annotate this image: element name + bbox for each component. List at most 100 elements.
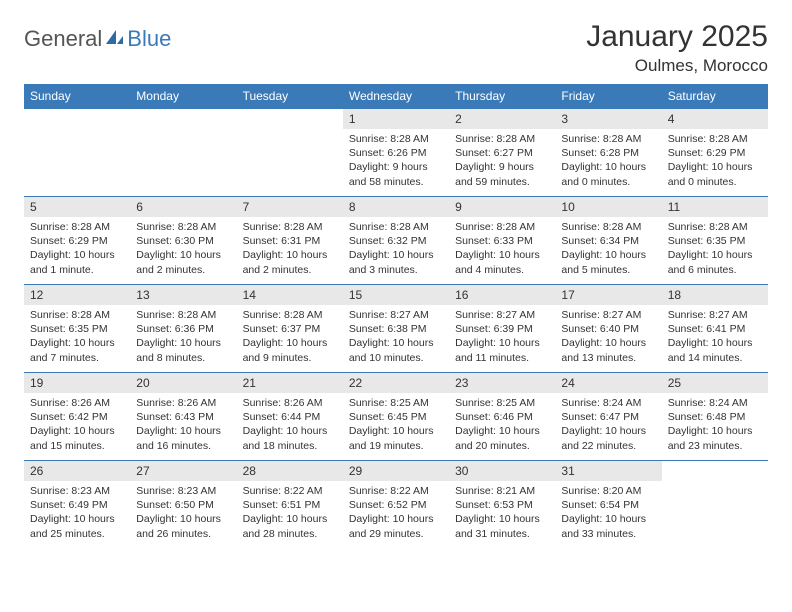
day-body: Sunrise: 8:27 AMSunset: 6:38 PMDaylight:…: [343, 305, 449, 371]
sunrise-text: Sunrise: 8:21 AM: [455, 484, 549, 498]
sunset-text: Sunset: 6:49 PM: [30, 498, 124, 512]
sunset-text: Sunset: 6:29 PM: [668, 146, 762, 160]
day-number: 22: [343, 373, 449, 393]
day-body: Sunrise: 8:28 AMSunset: 6:34 PMDaylight:…: [555, 217, 661, 283]
day-cell: 11Sunrise: 8:28 AMSunset: 6:35 PMDayligh…: [662, 197, 768, 285]
daylight-text: Daylight: 10 hours and 5 minutes.: [561, 248, 655, 276]
sunset-text: Sunset: 6:32 PM: [349, 234, 443, 248]
day-header-row: SundayMondayTuesdayWednesdayThursdayFrid…: [24, 84, 768, 109]
day-body: Sunrise: 8:28 AMSunset: 6:29 PMDaylight:…: [662, 129, 768, 195]
day-number: 23: [449, 373, 555, 393]
sunset-text: Sunset: 6:30 PM: [136, 234, 230, 248]
sunset-text: Sunset: 6:47 PM: [561, 410, 655, 424]
sunrise-text: Sunrise: 8:25 AM: [455, 396, 549, 410]
day-body: Sunrise: 8:28 AMSunset: 6:31 PMDaylight:…: [237, 217, 343, 283]
daylight-text: Daylight: 10 hours and 28 minutes.: [243, 512, 337, 540]
sunrise-text: Sunrise: 8:28 AM: [136, 308, 230, 322]
sunrise-text: Sunrise: 8:23 AM: [30, 484, 124, 498]
day-body: Sunrise: 8:28 AMSunset: 6:28 PMDaylight:…: [555, 129, 661, 195]
day-header: Friday: [555, 84, 661, 109]
day-cell: 13Sunrise: 8:28 AMSunset: 6:36 PMDayligh…: [130, 285, 236, 373]
sunrise-text: Sunrise: 8:28 AM: [243, 220, 337, 234]
daylight-text: Daylight: 10 hours and 10 minutes.: [349, 336, 443, 364]
sunset-text: Sunset: 6:37 PM: [243, 322, 337, 336]
day-number: 29: [343, 461, 449, 481]
sunrise-text: Sunrise: 8:28 AM: [349, 132, 443, 146]
location: Oulmes, Morocco: [586, 56, 768, 76]
sunset-text: Sunset: 6:38 PM: [349, 322, 443, 336]
sunset-text: Sunset: 6:43 PM: [136, 410, 230, 424]
day-number: 14: [237, 285, 343, 305]
logo: General Blue: [24, 26, 171, 52]
day-cell: [662, 461, 768, 549]
day-body: Sunrise: 8:21 AMSunset: 6:53 PMDaylight:…: [449, 481, 555, 547]
day-body: Sunrise: 8:23 AMSunset: 6:49 PMDaylight:…: [24, 481, 130, 547]
sunset-text: Sunset: 6:45 PM: [349, 410, 443, 424]
day-cell: 7Sunrise: 8:28 AMSunset: 6:31 PMDaylight…: [237, 197, 343, 285]
daylight-text: Daylight: 9 hours and 58 minutes.: [349, 160, 443, 188]
daylight-text: Daylight: 10 hours and 26 minutes.: [136, 512, 230, 540]
day-number: 7: [237, 197, 343, 217]
day-number: 5: [24, 197, 130, 217]
daylight-text: Daylight: 10 hours and 20 minutes.: [455, 424, 549, 452]
sunset-text: Sunset: 6:51 PM: [243, 498, 337, 512]
day-number: [237, 109, 343, 129]
day-cell: 25Sunrise: 8:24 AMSunset: 6:48 PMDayligh…: [662, 373, 768, 461]
day-cell: 3Sunrise: 8:28 AMSunset: 6:28 PMDaylight…: [555, 109, 661, 197]
sunrise-text: Sunrise: 8:28 AM: [455, 132, 549, 146]
sunrise-text: Sunrise: 8:27 AM: [455, 308, 549, 322]
day-cell: 30Sunrise: 8:21 AMSunset: 6:53 PMDayligh…: [449, 461, 555, 549]
day-number: 11: [662, 197, 768, 217]
day-cell: 19Sunrise: 8:26 AMSunset: 6:42 PMDayligh…: [24, 373, 130, 461]
sunrise-text: Sunrise: 8:28 AM: [349, 220, 443, 234]
day-body: Sunrise: 8:28 AMSunset: 6:32 PMDaylight:…: [343, 217, 449, 283]
daylight-text: Daylight: 10 hours and 31 minutes.: [455, 512, 549, 540]
sunrise-text: Sunrise: 8:24 AM: [561, 396, 655, 410]
day-cell: 2Sunrise: 8:28 AMSunset: 6:27 PMDaylight…: [449, 109, 555, 197]
sunset-text: Sunset: 6:42 PM: [30, 410, 124, 424]
daylight-text: Daylight: 10 hours and 25 minutes.: [30, 512, 124, 540]
day-cell: 9Sunrise: 8:28 AMSunset: 6:33 PMDaylight…: [449, 197, 555, 285]
day-cell: [24, 109, 130, 197]
sunset-text: Sunset: 6:36 PM: [136, 322, 230, 336]
sunrise-text: Sunrise: 8:26 AM: [30, 396, 124, 410]
daylight-text: Daylight: 10 hours and 7 minutes.: [30, 336, 124, 364]
day-number: 20: [130, 373, 236, 393]
daylight-text: Daylight: 10 hours and 22 minutes.: [561, 424, 655, 452]
day-cell: 12Sunrise: 8:28 AMSunset: 6:35 PMDayligh…: [24, 285, 130, 373]
day-body: Sunrise: 8:22 AMSunset: 6:51 PMDaylight:…: [237, 481, 343, 547]
sunrise-text: Sunrise: 8:28 AM: [455, 220, 549, 234]
day-body: Sunrise: 8:28 AMSunset: 6:30 PMDaylight:…: [130, 217, 236, 283]
day-cell: 28Sunrise: 8:22 AMSunset: 6:51 PMDayligh…: [237, 461, 343, 549]
header: General Blue January 2025 Oulmes, Morocc…: [24, 20, 768, 76]
day-number: 4: [662, 109, 768, 129]
day-body: Sunrise: 8:28 AMSunset: 6:35 PMDaylight:…: [24, 305, 130, 371]
sunset-text: Sunset: 6:31 PM: [243, 234, 337, 248]
day-body: Sunrise: 8:24 AMSunset: 6:47 PMDaylight:…: [555, 393, 661, 459]
day-number: [24, 109, 130, 129]
sunset-text: Sunset: 6:33 PM: [455, 234, 549, 248]
day-body: [237, 129, 343, 138]
sunrise-text: Sunrise: 8:28 AM: [668, 220, 762, 234]
calendar-table: SundayMondayTuesdayWednesdayThursdayFrid…: [24, 84, 768, 549]
week-row: 1Sunrise: 8:28 AMSunset: 6:26 PMDaylight…: [24, 109, 768, 197]
daylight-text: Daylight: 10 hours and 1 minute.: [30, 248, 124, 276]
day-body: Sunrise: 8:28 AMSunset: 6:29 PMDaylight:…: [24, 217, 130, 283]
day-cell: 4Sunrise: 8:28 AMSunset: 6:29 PMDaylight…: [662, 109, 768, 197]
day-cell: 21Sunrise: 8:26 AMSunset: 6:44 PMDayligh…: [237, 373, 343, 461]
daylight-text: Daylight: 10 hours and 14 minutes.: [668, 336, 762, 364]
day-cell: 15Sunrise: 8:27 AMSunset: 6:38 PMDayligh…: [343, 285, 449, 373]
daylight-text: Daylight: 10 hours and 0 minutes.: [668, 160, 762, 188]
day-header: Thursday: [449, 84, 555, 109]
daylight-text: Daylight: 10 hours and 23 minutes.: [668, 424, 762, 452]
day-number: 21: [237, 373, 343, 393]
day-cell: 22Sunrise: 8:25 AMSunset: 6:45 PMDayligh…: [343, 373, 449, 461]
day-body: Sunrise: 8:25 AMSunset: 6:45 PMDaylight:…: [343, 393, 449, 459]
sunset-text: Sunset: 6:35 PM: [30, 322, 124, 336]
day-body: [24, 129, 130, 138]
logo-text-blue: Blue: [127, 26, 171, 52]
day-header: Monday: [130, 84, 236, 109]
title-block: January 2025 Oulmes, Morocco: [586, 20, 768, 76]
logo-text-general: General: [24, 26, 102, 52]
day-body: Sunrise: 8:27 AMSunset: 6:41 PMDaylight:…: [662, 305, 768, 371]
